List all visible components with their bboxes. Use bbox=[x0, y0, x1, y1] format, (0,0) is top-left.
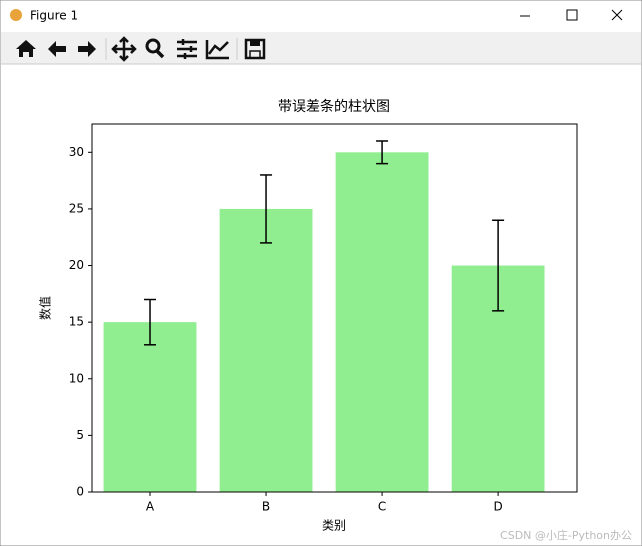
window-title: Figure 1 bbox=[30, 9, 78, 23]
axes-button[interactable] bbox=[205, 40, 229, 60]
x-tick-label: D bbox=[493, 500, 502, 514]
y-tick-label: 25 bbox=[69, 201, 84, 215]
bar bbox=[335, 152, 429, 493]
toolbar bbox=[1, 32, 641, 65]
maximize-button[interactable] bbox=[566, 9, 578, 21]
y-tick-label: 20 bbox=[69, 258, 84, 272]
x-tick-label: C bbox=[378, 500, 386, 514]
y-tick-label: 15 bbox=[69, 315, 84, 329]
bar bbox=[219, 208, 313, 492]
close-button[interactable] bbox=[611, 9, 623, 21]
y-tick-label: 5 bbox=[76, 428, 84, 442]
chart-title: 带误差条的柱状图 bbox=[278, 98, 390, 115]
forward-button[interactable] bbox=[78, 41, 96, 57]
app-icon bbox=[10, 9, 22, 21]
title-bar: Figure 1 bbox=[10, 9, 623, 23]
y-tick-label: 30 bbox=[69, 145, 84, 159]
x-axis-label: 类别 bbox=[322, 519, 346, 533]
x-tick-label: A bbox=[146, 500, 155, 514]
axes-frame bbox=[91, 123, 578, 493]
y-tick-label: 0 bbox=[76, 485, 84, 499]
back-button[interactable] bbox=[48, 41, 66, 57]
configure-button[interactable] bbox=[177, 39, 197, 59]
watermark: CSDN @小庄-Python办公 bbox=[500, 528, 632, 542]
x-tick-label: B bbox=[262, 500, 270, 514]
bar bbox=[103, 322, 197, 492]
pan-button[interactable] bbox=[111, 36, 137, 62]
home-button[interactable] bbox=[16, 40, 36, 57]
figure: 带误差条的柱状图 类别 数值 0 5 10 15 20 25 30 A B C D bbox=[38, 98, 578, 533]
y-tick-label: 10 bbox=[69, 371, 84, 385]
zoom-button[interactable] bbox=[145, 38, 165, 59]
toolbar-bg bbox=[1, 32, 641, 64]
save-button[interactable] bbox=[244, 38, 266, 60]
y-axis-label: 数值 bbox=[38, 296, 53, 320]
